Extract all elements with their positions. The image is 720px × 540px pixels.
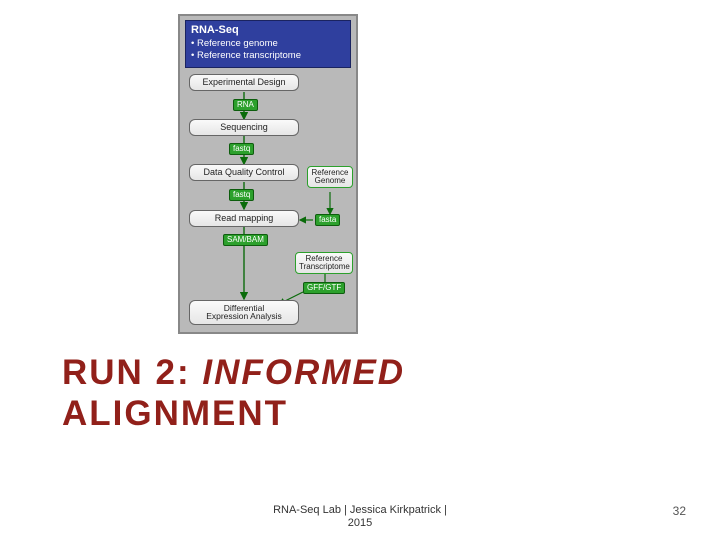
diagram-header-bullet-2: • Reference transcriptome — [191, 50, 345, 62]
slide-footer: RNA-Seq Lab | Jessica Kirkpatrick | 2015 — [0, 504, 720, 530]
ref-transcriptome-box: Reference Transcriptome — [295, 252, 353, 275]
diagram-header-title: RNA-Seq — [191, 24, 345, 38]
tag-fastq-1: fastq — [229, 143, 254, 155]
tag-sambam: SAM/BAM — [223, 234, 268, 246]
diagram-header-bullet-1: • Reference genome — [191, 38, 345, 50]
title-part1: RUN 2: — [62, 353, 202, 392]
title-part2: INFORMED — [202, 353, 405, 392]
tag-fasta: fasta — [315, 214, 340, 226]
tag-gff: GFF/GTF — [303, 282, 345, 294]
step-data-quality-control: Data Quality Control — [189, 164, 299, 181]
tag-fastq-2: fastq — [229, 189, 254, 201]
step-read-mapping: Read mapping — [189, 210, 299, 227]
diff-expr-l2: Expression Analysis — [206, 311, 282, 321]
slide-title: RUN 2: INFORMED ALIGNMENT — [62, 352, 405, 435]
ref-genome-box: Reference Genome — [307, 166, 353, 189]
title-line2: ALIGNMENT — [62, 394, 288, 433]
step-experimental-design: Experimental Design — [189, 74, 299, 91]
footer-line1: RNA-Seq Lab | Jessica Kirkpatrick | — [273, 504, 447, 516]
page-number: 32 — [673, 504, 686, 518]
step-sequencing: Sequencing — [189, 119, 299, 136]
tag-rna: RNA — [233, 99, 258, 111]
footer-line2: 2015 — [348, 517, 372, 529]
ref-trans-l2: Transcriptome — [299, 262, 350, 271]
diagram-header: RNA-Seq • Reference genome • Reference t… — [185, 20, 351, 68]
workflow-diagram: RNA-Seq • Reference genome • Reference t… — [178, 14, 358, 334]
step-differential-expression: Differential Expression Analysis — [189, 300, 299, 326]
flow-area: Experimental Design RNA Sequencing fastq… — [185, 74, 351, 334]
ref-genome-l2: Genome — [315, 176, 346, 185]
